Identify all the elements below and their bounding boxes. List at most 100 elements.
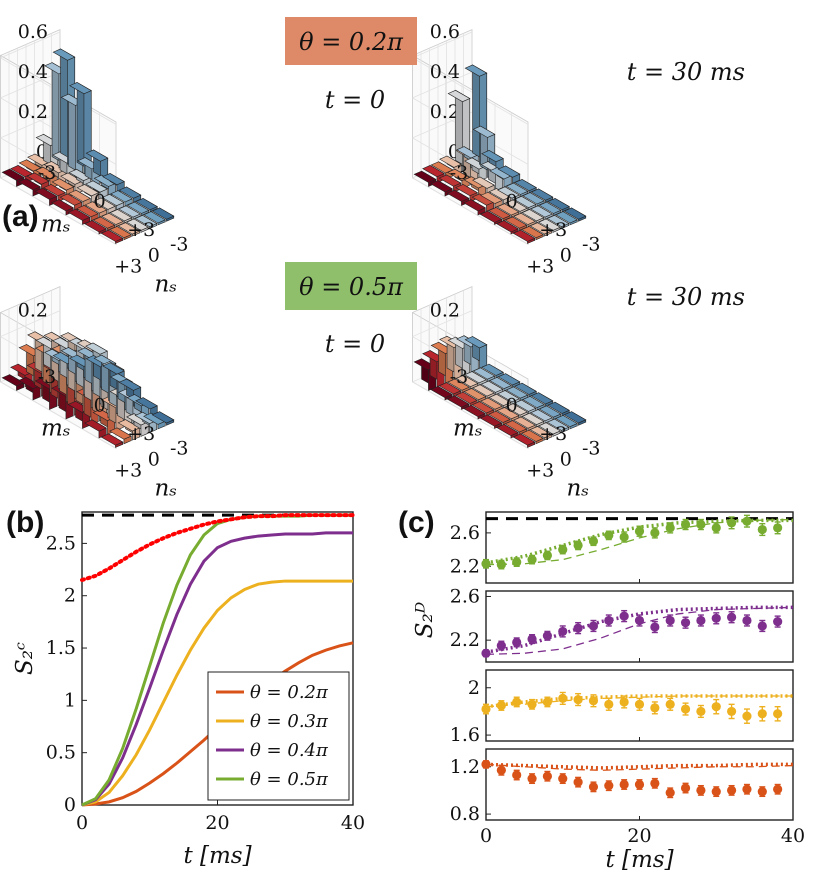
bar-face-top (538, 218, 561, 231)
grid-line-z (0, 177, 117, 245)
bar-face-top (447, 168, 470, 181)
bar3d-a2: 00.20.40.6-30+3-30+3 (412, 21, 601, 278)
bar-face-top (555, 211, 578, 224)
data-point (481, 648, 491, 658)
series-line-2 (81, 531, 353, 807)
data-point (481, 759, 491, 769)
bar (110, 190, 133, 207)
bar-face-top (505, 386, 529, 399)
data-point (696, 785, 706, 796)
data-point (512, 770, 522, 780)
bar (530, 409, 553, 424)
z-tick-label: 0.4 (430, 61, 460, 83)
x-tick-label: 0 (480, 825, 492, 847)
data-point (665, 615, 675, 626)
bar-face-top (117, 222, 141, 235)
bar-face-top (514, 179, 537, 192)
bar-face-top (464, 64, 488, 77)
bar (514, 382, 537, 398)
bar-face-top (143, 211, 166, 224)
data-point (527, 773, 537, 784)
model-dotted (485, 694, 793, 709)
bar-face-top (446, 189, 470, 202)
bar (151, 411, 175, 426)
data-point (527, 555, 537, 565)
subplot-c-2: 1.62 (450, 669, 794, 746)
bar (68, 189, 91, 209)
bar (463, 387, 487, 403)
data-point (696, 519, 706, 530)
bar (472, 384, 495, 399)
m-axis-label: mₛ (41, 211, 71, 237)
bar-face-top (26, 172, 50, 185)
bar-face-top (489, 377, 512, 390)
bar (118, 186, 142, 203)
panel-b: (b) 0 0.5 1 1.5 2 2.5 0 20 40 t [ms] S₂ᶜ θ = 0.2π θ … (6, 506, 365, 869)
bar-face-top (67, 208, 91, 221)
bar (100, 433, 124, 448)
data-point (680, 519, 691, 530)
panel-a: 0 0.2 0.4 0.6 -3 0 +3 -3 0 +3 mₛ nₛ 0 0.2 0.4 0.6 -3 0 +3… (0, 17, 745, 501)
legend-label: θ = 0.5π (250, 769, 329, 790)
bar (504, 216, 528, 231)
data-point (757, 524, 767, 535)
bar-face-top (496, 424, 519, 437)
data-point (496, 560, 506, 570)
bar (101, 212, 124, 228)
bar (538, 422, 561, 437)
bar (102, 172, 125, 194)
bar-face-top (530, 392, 554, 405)
bar (430, 385, 453, 401)
bar (126, 201, 150, 216)
bar-face-top (505, 182, 529, 195)
bar (521, 429, 544, 445)
bar-face-top (480, 191, 503, 204)
bar-face-top (522, 396, 545, 409)
data-point (558, 626, 568, 637)
data-point (496, 641, 506, 651)
time-annotation-a1: t = 0 (325, 86, 385, 114)
bar-face-top (529, 222, 553, 235)
y-axis-label: S₂ᶜ (12, 642, 38, 675)
bar (446, 189, 470, 206)
bar-face-top (446, 395, 470, 408)
bar-face-top (464, 336, 488, 349)
bar-face-top (100, 229, 124, 242)
data-point (711, 702, 721, 712)
theta-badge-02 (285, 17, 417, 65)
legend-label: θ = 0.3π (250, 711, 329, 732)
data-point (727, 706, 737, 717)
y-tick-label: 0.5 (46, 742, 76, 764)
bar (538, 405, 562, 420)
grid-line-z (412, 31, 473, 59)
grid-line-z (412, 310, 473, 337)
data-point (588, 621, 599, 631)
bar-face-top (151, 411, 175, 424)
data-point (757, 787, 767, 797)
bar (463, 199, 486, 216)
m-tick-label: +3 (127, 423, 155, 445)
bar-face-top (530, 188, 554, 201)
bar-face-top (447, 89, 471, 103)
bar (496, 203, 520, 218)
bar-face-top (439, 155, 462, 168)
bar-face-top (512, 433, 536, 446)
bar-face-top (481, 150, 504, 163)
bar (93, 197, 116, 214)
data-point (665, 699, 675, 709)
data-point (619, 532, 629, 542)
y-tick-label: 2.2 (450, 629, 480, 651)
time-annotation-a2: t = 30 ms (627, 58, 745, 86)
bar-face-top (51, 199, 74, 212)
data-point (512, 697, 522, 707)
bar (488, 206, 511, 222)
grid-line-z (412, 57, 529, 125)
n-tick-label: +3 (114, 460, 142, 482)
bar-face-top (522, 192, 545, 205)
grid-line-z (412, 177, 529, 245)
z-tick-label: 0.2 (430, 300, 460, 322)
legend-label: θ = 0.4π (250, 740, 329, 761)
data-point (496, 765, 506, 775)
series-line-1 (81, 579, 353, 807)
data-point (680, 618, 691, 628)
